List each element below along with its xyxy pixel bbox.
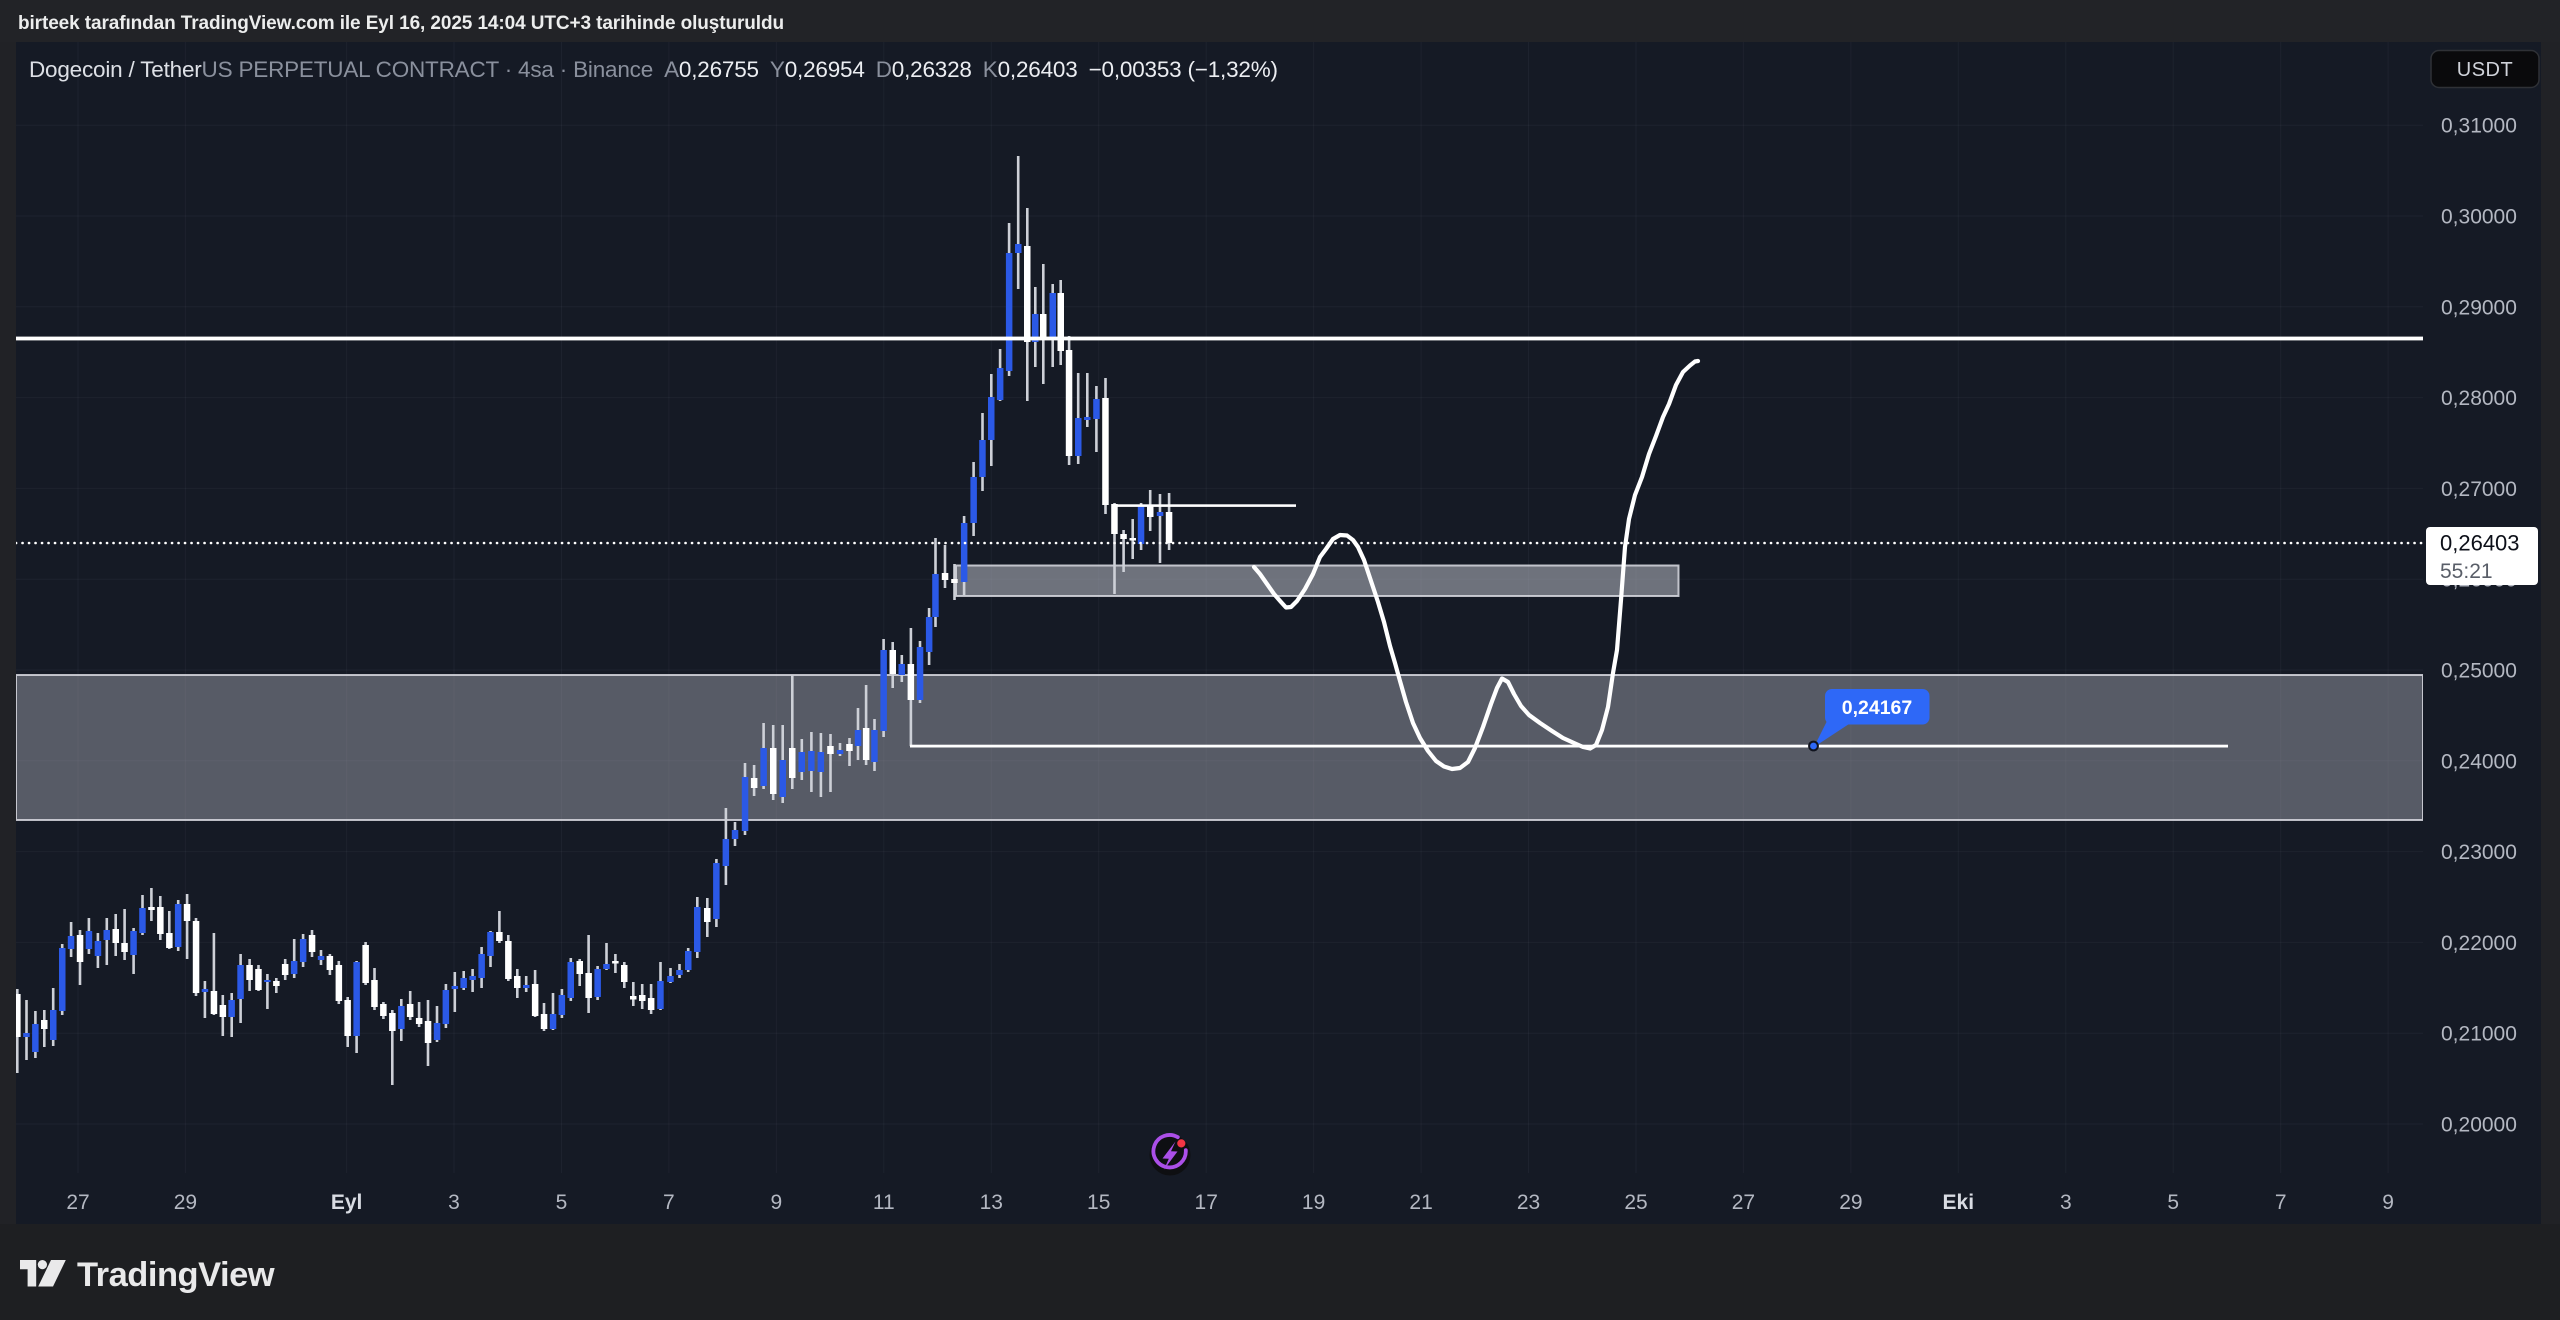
svg-text:19: 19: [1302, 1191, 1325, 1214]
svg-text:0,30000: 0,30000: [2441, 206, 2517, 229]
svg-text:7: 7: [2275, 1191, 2287, 1214]
svg-text:0,29000: 0,29000: [2441, 296, 2517, 319]
svg-text:0,26403: 0,26403: [2440, 531, 2520, 556]
svg-text:23: 23: [1517, 1191, 1540, 1214]
svg-text:3: 3: [448, 1191, 460, 1214]
svg-text:13: 13: [980, 1191, 1003, 1214]
svg-text:Eki: Eki: [1943, 1191, 1975, 1214]
svg-text:0,24000: 0,24000: [2441, 750, 2517, 773]
svg-text:0,31000: 0,31000: [2441, 115, 2517, 138]
svg-text:TradingView: TradingView: [77, 1256, 275, 1294]
svg-text:0,24167: 0,24167: [1842, 697, 1913, 719]
svg-text:0,25000: 0,25000: [2441, 660, 2517, 683]
svg-text:7: 7: [663, 1191, 675, 1214]
svg-text:5: 5: [2167, 1191, 2179, 1214]
svg-text:29: 29: [1839, 1191, 1862, 1214]
svg-text:25: 25: [1624, 1191, 1647, 1214]
svg-text:15: 15: [1087, 1191, 1110, 1214]
svg-text:55:21: 55:21: [2440, 560, 2493, 583]
svg-text:0,27000: 0,27000: [2441, 478, 2517, 501]
svg-text:27: 27: [1732, 1191, 1755, 1214]
svg-text:17: 17: [1195, 1191, 1218, 1214]
svg-text:11: 11: [873, 1191, 895, 1214]
svg-text:0,23000: 0,23000: [2441, 841, 2517, 864]
svg-text:USDT: USDT: [2457, 59, 2513, 81]
svg-text:3: 3: [2060, 1191, 2072, 1214]
svg-text:Eyl: Eyl: [331, 1191, 363, 1214]
svg-text:9: 9: [771, 1191, 783, 1214]
svg-text:5: 5: [556, 1191, 568, 1214]
svg-text:27: 27: [66, 1191, 89, 1214]
svg-text:0,22000: 0,22000: [2441, 932, 2517, 955]
svg-text:0,20000: 0,20000: [2441, 1114, 2517, 1137]
svg-text:9: 9: [2382, 1191, 2394, 1214]
svg-text:0,28000: 0,28000: [2441, 387, 2517, 410]
svg-text:21: 21: [1409, 1191, 1432, 1214]
svg-text:0,21000: 0,21000: [2441, 1023, 2517, 1046]
svg-text:29: 29: [174, 1191, 197, 1214]
